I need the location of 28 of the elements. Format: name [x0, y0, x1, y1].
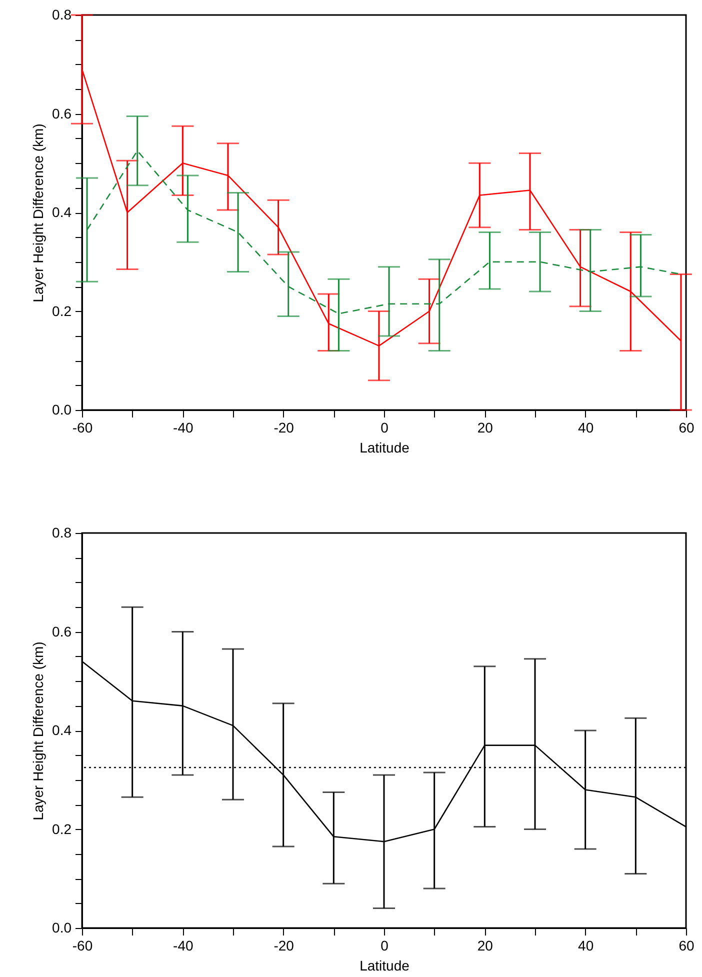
x-tick-label: 60 — [678, 938, 694, 954]
y-axis-title: Layer Height Difference (km) — [30, 642, 46, 820]
y-tick-label: 0.6 — [52, 105, 72, 122]
x-axis-title: Latitude — [360, 958, 410, 974]
x-tick-label: -60 — [72, 420, 93, 436]
x-tick-label: 60 — [678, 420, 694, 436]
x-tick-label: -20 — [274, 938, 294, 954]
x-tick-label: 0 — [380, 938, 389, 954]
y-tick-label: 0.4 — [52, 722, 72, 738]
y-tick-label: 0.2 — [52, 302, 72, 319]
y-tick-label: 0.8 — [52, 6, 72, 22]
x-tick-label: 0 — [380, 420, 389, 436]
y-axis-title: Layer Height Difference (km) — [30, 124, 46, 302]
y-tick-label: 0.2 — [52, 820, 72, 837]
x-tick-label: 40 — [578, 938, 594, 954]
y-tick-label: 0.6 — [52, 623, 72, 640]
x-tick-label: 40 — [578, 420, 594, 436]
x-tick-label: -40 — [173, 420, 194, 436]
x-tick-label: -20 — [274, 420, 294, 436]
x-tick-label: -40 — [173, 938, 194, 954]
x-tick-label: 20 — [477, 420, 494, 436]
x-axis-title: Latitude — [360, 440, 410, 456]
y-tick-label: 0.8 — [52, 524, 72, 540]
y-tick-label: 0.0 — [52, 402, 72, 418]
y-tick-label: 0.0 — [52, 920, 72, 936]
y-tick-label: 0.4 — [52, 204, 72, 220]
x-tick-label: 20 — [477, 938, 494, 954]
x-tick-label: -60 — [72, 938, 93, 954]
